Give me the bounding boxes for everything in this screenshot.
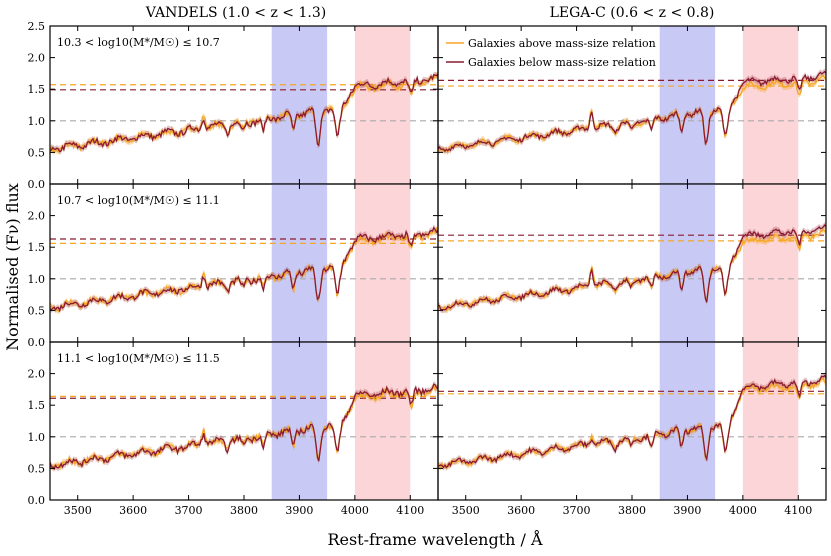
red-band: [742, 342, 799, 500]
legend: Galaxies above mass-size relation Galaxi…: [446, 37, 656, 69]
series-above-error-band: [438, 226, 826, 314]
x-tick-label: 4000: [729, 504, 757, 517]
x-tick-label: 3500: [452, 504, 480, 517]
series-above-error-band: [50, 382, 438, 472]
series-below-line: [50, 73, 438, 153]
series-below-line: [50, 383, 438, 471]
y-tick-label: 1.0: [28, 431, 46, 444]
series-below-error-band: [50, 381, 438, 472]
red-band: [742, 26, 799, 184]
legend-label-below: Galaxies below mass-size relation: [468, 56, 656, 69]
panels: 0.0 0.5 1.0 1.5 2.0 2.5 10.3 < log10(M*/M☉) ≤ …: [28, 20, 827, 517]
blue-band: [271, 342, 328, 500]
x-tick-label: 3900: [285, 504, 313, 517]
series-below-line: [438, 374, 826, 469]
legend-label-above: Galaxies above mass-size relation: [468, 37, 656, 50]
series-below-error-band: [438, 68, 826, 155]
blue-band: [659, 184, 716, 342]
red-band: [354, 184, 411, 342]
y-tick-label: 2.0: [28, 368, 46, 381]
y-tick-label: 0.5: [28, 146, 46, 159]
y-tick-label: 1.5: [28, 241, 46, 254]
x-tick-label: 3900: [673, 504, 701, 517]
column-title-legac: LEGA-C (0.6 < z < 0.8): [550, 5, 715, 21]
y-tick-label: 0.5: [28, 462, 46, 475]
blue-band: [659, 26, 716, 184]
x-tick-label: 3800: [618, 504, 646, 517]
blue-band: [271, 26, 328, 184]
panel-legac-row-1: [437, 25, 827, 185]
red-band: [354, 342, 411, 500]
x-tick-label: 3600: [119, 504, 147, 517]
y-tick-label: 1.0: [28, 273, 46, 286]
blue-band: [271, 184, 328, 342]
y-tick-label: 2.0: [28, 52, 46, 65]
y-tick-label: 0.0: [28, 336, 46, 349]
blue-band: [659, 342, 716, 500]
panel-vandels-row-1: 0.0 0.5 1.0 1.5 2.0 2.5 10.3 < log10(M*/M☉) ≤ …: [28, 20, 439, 191]
x-tick-label: 3500: [64, 504, 92, 517]
x-tick-label: 4100: [396, 504, 424, 517]
series-above-error-band: [50, 225, 438, 315]
x-tick-label: 3700: [175, 504, 203, 517]
panel-vandels-row-2: 0.0 0.5 1.0 1.5 2.0 10.7 < log10(M*/M☉) ≤ 11.…: [28, 183, 439, 349]
mass-bin-label: 10.3 < log10(M*/M☉) ≤ 10.7: [57, 36, 220, 49]
x-tick-label: 4100: [784, 504, 812, 517]
series-below-line: [438, 224, 826, 311]
mass-bin-label: 10.7 < log10(M*/M☉) ≤ 11.1: [57, 194, 220, 207]
panel-legac-row-2: [437, 183, 827, 343]
y-tick-label: 0.0: [28, 494, 46, 507]
y-tick-label: 1.5: [28, 83, 46, 96]
x-tick-label: 3700: [563, 504, 591, 517]
y-tick-label: 1.5: [28, 399, 46, 412]
series-above-line: [50, 384, 438, 470]
y-tick-label: 2.5: [28, 20, 46, 33]
y-tick-label: 0.0: [28, 178, 46, 191]
red-band: [354, 26, 411, 184]
panel-legac-row-3: 3500 3600 3700 3800 3900 4000 4100: [437, 341, 827, 517]
x-axis-label: Rest-frame wavelength / Å: [327, 529, 543, 549]
y-tick-label: 2.0: [28, 210, 46, 223]
y-axis-label: Normalised (Fν) flux: [3, 183, 22, 351]
mass-bin-label: 11.1 < log10(M*/M☉) ≤ 11.5: [57, 352, 220, 365]
column-title-vandels: VANDELS (1.0 < z < 1.3): [145, 5, 326, 21]
x-tick-label: 4000: [341, 504, 369, 517]
series-below-line: [50, 226, 438, 313]
series-below-line: [438, 70, 826, 153]
x-tick-label: 3800: [230, 504, 258, 517]
series-below-error-band: [50, 224, 438, 314]
red-band: [742, 184, 799, 342]
y-tick-label: 0.5: [28, 304, 46, 317]
panel-vandels-row-3: 3500 3600 3700 3800 3900 4000 4100 0.0 0.5 1.0 1.5…: [28, 341, 439, 517]
y-tick-label: 1.0: [28, 115, 46, 128]
x-tick-label: 3600: [507, 504, 535, 517]
